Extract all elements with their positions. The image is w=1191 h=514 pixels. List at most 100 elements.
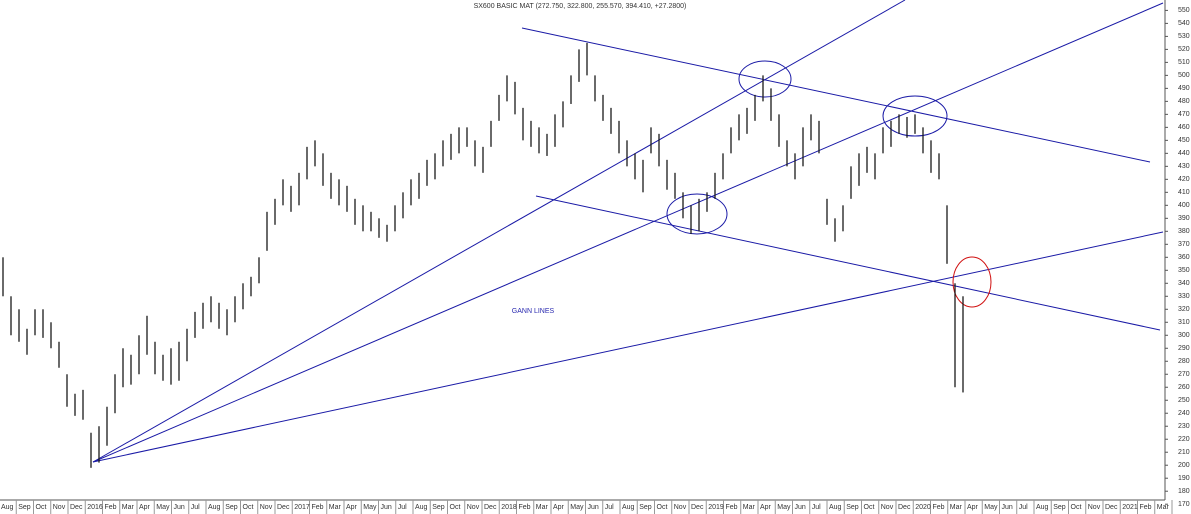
y-tick-label: 430: [1178, 163, 1190, 170]
x-tick-label: Nov: [467, 504, 480, 511]
x-tick-label: Mar: [536, 504, 549, 511]
y-tick-label: 420: [1178, 176, 1190, 183]
x-tick-label: Sep: [225, 504, 238, 511]
y-tick-label: 360: [1178, 254, 1190, 261]
y-tick-label: 500: [1178, 72, 1190, 79]
x-tick-label: Jul: [605, 504, 614, 511]
x-tick-label: Feb: [726, 504, 738, 511]
gann-line: [92, 2, 1164, 463]
gann-line: [92, 231, 1164, 463]
y-tick-label: 480: [1178, 98, 1190, 105]
y-tick-label: 210: [1178, 449, 1190, 456]
y-tick-label: 490: [1178, 85, 1190, 92]
x-tick-label: Nov: [260, 504, 273, 511]
x-tick-label: Jul: [812, 504, 821, 511]
trend-line: [535, 195, 1161, 331]
x-tick-label: Oct: [450, 504, 461, 511]
x-tick-label: Jun: [1002, 504, 1013, 511]
x-tick-label: Sep: [846, 504, 859, 511]
y-tick-label: 530: [1178, 33, 1190, 40]
x-tick-label: Aug: [208, 504, 221, 511]
x-tick-label: Apr: [139, 504, 151, 511]
x-tick-label: Aug: [415, 504, 428, 511]
x-tick-label: Jun: [174, 504, 185, 511]
y-tick-label: 180: [1178, 488, 1190, 495]
x-tick-label: Feb: [312, 504, 324, 511]
chart-title: SX600 BASIC MAT (272.750, 322.800, 255.5…: [474, 3, 687, 10]
y-tick-label: 170: [1178, 501, 1190, 508]
y-tick-label: 230: [1178, 423, 1190, 430]
x-tick-label: Mar: [1157, 504, 1170, 511]
y-tick-label: 190: [1178, 475, 1190, 482]
annotation: GANN LINES: [512, 308, 555, 315]
y-tick-label: 330: [1178, 293, 1190, 300]
x-tick-label: 2018: [501, 504, 517, 511]
y-tick-label: 380: [1178, 228, 1190, 235]
x-tick-label: Feb: [519, 504, 531, 511]
y-tick-label: 470: [1178, 111, 1190, 118]
x-tick-label: Jul: [1019, 504, 1028, 511]
y-tick-label: 260: [1178, 384, 1190, 391]
x-tick-label: Dec: [691, 504, 704, 511]
x-tick-label: Apr: [346, 504, 358, 511]
y-tick-label: 320: [1178, 306, 1190, 313]
y-tick-label: 550: [1178, 7, 1190, 14]
x-tick-label: Sep: [1053, 504, 1066, 511]
x-tick-label: Feb: [105, 504, 117, 511]
gann-line: [92, 0, 906, 463]
x-tick-label: Mar: [329, 504, 342, 511]
highlight-ellipse: [666, 193, 728, 235]
x-tick-label: Mar: [122, 504, 135, 511]
x-tick-label: Dec: [277, 504, 290, 511]
x-tick-label: Apr: [553, 504, 565, 511]
x-tick-label: Sep: [18, 504, 31, 511]
x-tick-label: Apr: [967, 504, 979, 511]
x-tick-label: May: [156, 504, 170, 511]
y-tick-label: 440: [1178, 150, 1190, 157]
x-tick-label: Aug: [1036, 504, 1049, 511]
x-tick-label: 2016: [87, 504, 103, 511]
x-tick-label: Nov: [674, 504, 687, 511]
y-tick-label: 270: [1178, 371, 1190, 378]
y-tick-label: 340: [1178, 280, 1190, 287]
x-tick-label: Oct: [657, 504, 668, 511]
x-tick-label: 2019: [708, 504, 724, 511]
x-tick-label: 2017: [294, 504, 310, 511]
x-tick-label: Jul: [398, 504, 407, 511]
x-tick-label: Oct: [1071, 504, 1082, 511]
x-tick-label: Dec: [898, 504, 911, 511]
x-tick-label: Dec: [484, 504, 497, 511]
y-tick-label: 250: [1178, 397, 1190, 404]
x-tick-label: Nov: [53, 504, 66, 511]
highlight-ellipse: [952, 256, 992, 308]
y-tick-label: 520: [1178, 46, 1190, 53]
x-tick-label: Dec: [70, 504, 83, 511]
y-tick-label: 300: [1178, 332, 1190, 339]
x-tick-label: Apr: [760, 504, 772, 511]
x-tick-label: 2020: [915, 504, 931, 511]
x-tick-label: Dec: [1105, 504, 1118, 511]
x-tick-label: Aug: [829, 504, 842, 511]
x-tick-label: Feb: [933, 504, 945, 511]
y-tick-label: 450: [1178, 137, 1190, 144]
x-tick-label: Sep: [639, 504, 652, 511]
y-tick-label: 280: [1178, 358, 1190, 365]
y-tick-label: 510: [1178, 59, 1190, 66]
x-tick-label: 2021: [1122, 504, 1138, 511]
x-tick-label: Mar: [950, 504, 963, 511]
highlight-ellipse: [882, 95, 948, 137]
trend-line: [521, 27, 1151, 163]
highlight-ellipse: [738, 60, 792, 98]
x-tick-label: May: [363, 504, 377, 511]
y-tick-label: 350: [1178, 267, 1190, 274]
x-tick-label: Oct: [864, 504, 875, 511]
y-tick-label: 370: [1178, 241, 1190, 248]
x-tick-label: Mar: [743, 504, 756, 511]
x-tick-label: Aug: [1, 504, 14, 511]
x-tick-label: Oct: [36, 504, 47, 511]
y-tick-label: 390: [1178, 215, 1190, 222]
x-tick-label: Nov: [1088, 504, 1101, 511]
y-tick-label: 460: [1178, 124, 1190, 131]
x-tick-label: Oct: [243, 504, 254, 511]
